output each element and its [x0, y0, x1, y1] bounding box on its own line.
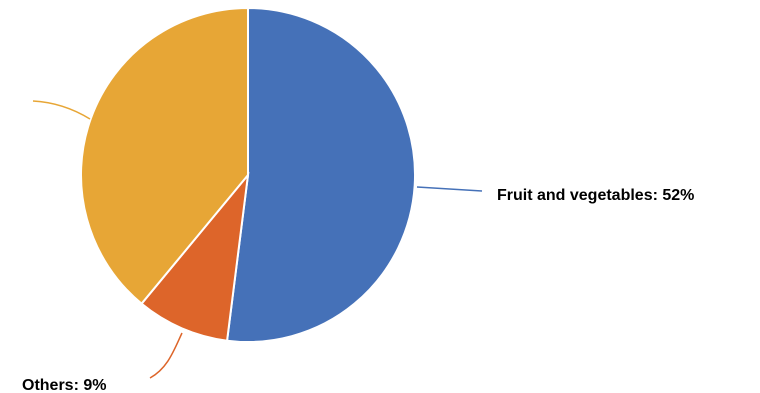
leader-lines — [32, 100, 483, 379]
slice-label-fruit-and-vegetables: Fruit and vegetables: 52% — [497, 187, 694, 204]
leader-line-unlabeled — [32, 100, 91, 120]
leader-line-others — [149, 332, 183, 379]
slice-fruit-and-vegetables — [225, 6, 416, 343]
slice-others — [140, 171, 250, 342]
slice-label-others: Others: 9% — [22, 377, 106, 393]
slice-unlabeled — [79, 6, 249, 306]
leader-line-fruit-and-vegetables — [416, 186, 483, 192]
pie-slices — [79, 6, 416, 343]
